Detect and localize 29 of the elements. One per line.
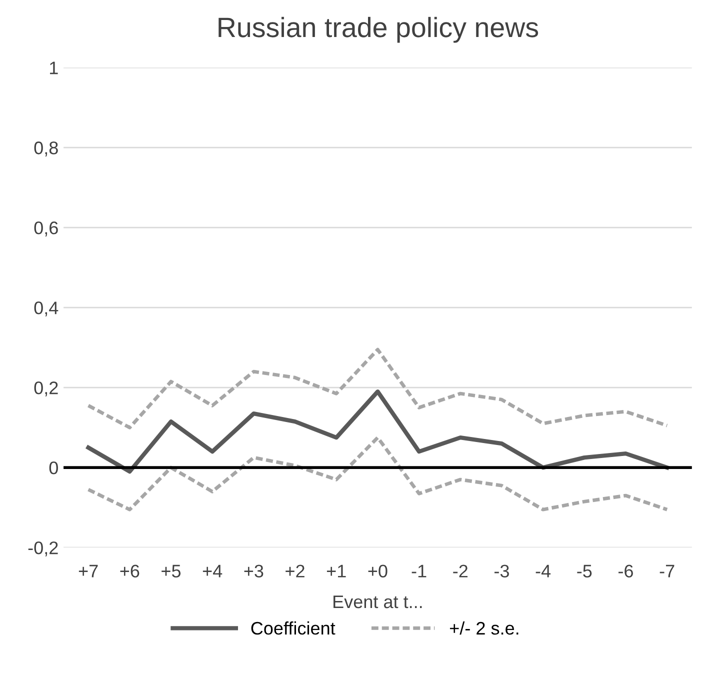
x-tick-label: -4 bbox=[536, 564, 551, 578]
x-tick-label: +1 bbox=[326, 564, 346, 578]
x-tick-label: +4 bbox=[202, 564, 222, 578]
y-tick-label: 1 bbox=[50, 62, 58, 74]
x-tick-label: -2 bbox=[453, 564, 468, 578]
x-tick-label: -7 bbox=[660, 564, 674, 578]
x-tick-label: -6 bbox=[618, 564, 633, 578]
x-tick-label: +6 bbox=[120, 564, 140, 578]
y-tick-label: 0,8 bbox=[34, 142, 58, 156]
x-tick-label: -1 bbox=[412, 564, 426, 578]
x-tick-label: -3 bbox=[494, 564, 509, 578]
x-axis-title: Event at t... bbox=[334, 596, 422, 608]
y-tick-label: 0,4 bbox=[34, 302, 58, 316]
x-tick-label: +3 bbox=[244, 564, 264, 578]
line-series bbox=[86, 436, 669, 512]
x-tick-label: +2 bbox=[286, 564, 304, 578]
x-tick-label: +0 bbox=[368, 564, 388, 578]
y-tick-label: -0,2 bbox=[28, 541, 58, 556]
legend-label: Coefficient bbox=[251, 621, 336, 635]
chart-title: Russian trade policy news bbox=[218, 16, 538, 43]
y-tick-label: 0,2 bbox=[34, 382, 58, 396]
line-series bbox=[86, 389, 670, 474]
y-tick-label: 0,6 bbox=[34, 222, 58, 236]
y-tick-label: 0 bbox=[49, 462, 58, 474]
x-tick-label: +7 bbox=[78, 564, 98, 578]
x-tick-label: -5 bbox=[577, 564, 592, 578]
x-tick-label: +5 bbox=[162, 564, 181, 578]
line-series bbox=[86, 348, 669, 430]
legend-label: +/- 2 s.e. bbox=[450, 621, 518, 635]
